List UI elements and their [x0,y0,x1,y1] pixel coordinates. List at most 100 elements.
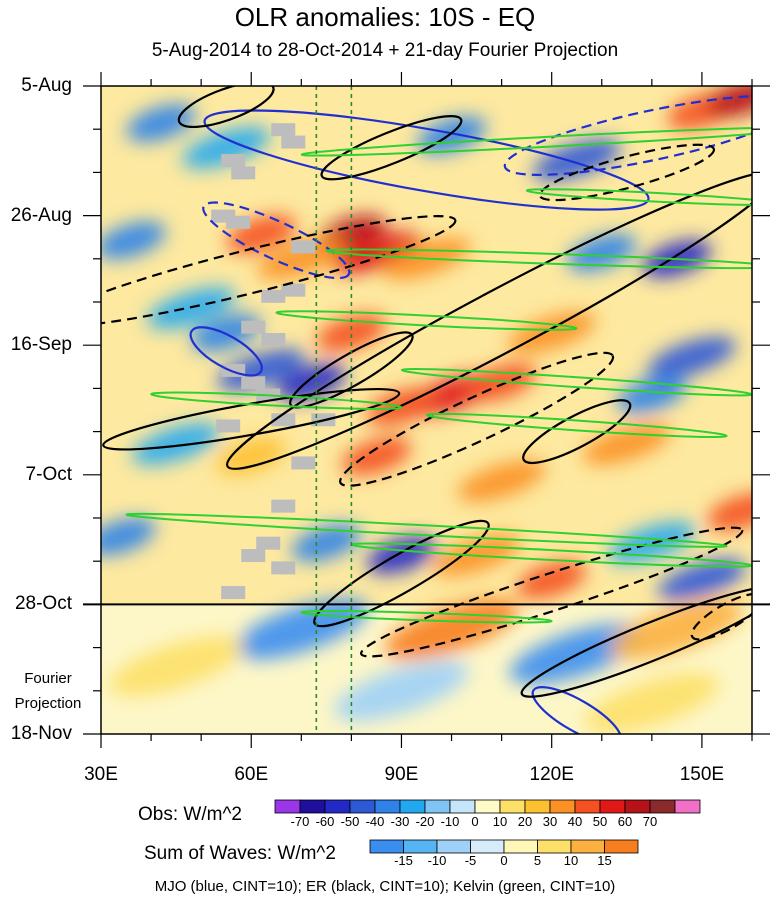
kelvin-contour [425,412,728,439]
obs-colorbar-tick-label: 0 [471,814,479,829]
plot-frame [100,85,753,735]
mjo-contour [203,109,650,211]
obs-colorbar-tick-label: 70 [642,814,658,829]
projection-note-line1: Fourier [24,670,72,687]
waves-colorbar-tick-label: 5 [533,853,542,868]
projection-note-line2: Projection [14,695,82,712]
obs-colorbar-swatch [474,799,501,814]
y-tick-label: 7-Oct [25,463,72,485]
obs-colorbar-swatch [324,799,351,814]
obs-colorbar-tick-label: -20 [415,814,435,829]
obs-colorbar-tick-label: 60 [617,814,633,829]
missing-data-cell [271,499,296,513]
anomaly-cell [384,598,519,660]
missing-data-cell [291,456,316,470]
waves-colorbar-swatch [604,839,639,854]
chart-subtitle: 5-Aug-2014 to 28-Oct-2014 + 21-day Fouri… [151,40,619,61]
missing-data-cell [271,123,296,137]
missing-data-cell [271,561,296,575]
missing-data-cell [231,166,256,180]
missing-data-cell [241,376,266,390]
anomaly-cell [657,558,746,601]
waves-colorbar-label: Sum of Waves: W/m^2 [144,843,336,864]
obs-colorbar-swatch [549,799,576,814]
er-contour [538,143,716,202]
obs-colorbar-tick-label: 50 [592,814,608,829]
kelvin-contour [525,188,752,206]
obs-colorbar-swatch [499,799,526,814]
obs-colorbar-tick-label: -60 [315,814,335,829]
waves-colorbar-tick-label: -10 [427,853,447,868]
er-contour [522,399,632,465]
waves-colorbar-swatch [503,839,538,854]
mjo-contour [531,686,622,734]
obs-colorbar-swatch [349,799,376,814]
obs-colorbar-swatch [649,799,676,814]
anomaly-cell [257,237,346,280]
missing-data-cell [281,283,306,297]
y-tick-label: 16-Sep [10,334,72,356]
kelvin-contour [150,391,403,410]
anomaly-cell [341,437,412,476]
anomaly-cell [101,221,166,260]
obs-colorbar-swatch [574,799,601,814]
er-contour [177,86,275,129]
anomaly-cell [132,423,221,465]
x-tick-label: 150E [679,764,725,785]
anomaly-cell [366,536,437,574]
missing-data-cell [216,419,241,433]
missing-data-cell [226,215,251,229]
obs-colorbar-swatch [624,799,651,814]
anomaly-cell [291,523,361,562]
anomaly-cell [584,673,719,734]
missing-data-cell [291,240,316,254]
missing-data-cell [241,320,266,334]
y-tick-label: 18-Nov [10,723,72,744]
anomaly-cell [316,314,386,352]
anomaly-cell [532,139,621,181]
anomaly-cell [517,560,587,599]
y-tick-label: 26-Aug [10,204,72,226]
kelvin-contour [325,248,752,270]
waves-colorbar-tick-label: 0 [500,853,508,868]
waves-colorbar-swatch [470,839,505,854]
waves-colorbar-tick-label: -15 [394,853,413,868]
anomaly-cell [182,126,271,169]
anomaly-cell [607,521,696,564]
waves-colorbar-swatch [436,839,471,854]
obs-colorbar-swatch [374,799,401,814]
kelvin-contour [300,126,752,157]
anomaly-cell [582,423,671,465]
missing-data-cell [256,536,281,550]
missing-data-cell [261,333,286,347]
obs-colorbar-tick-label: -30 [390,814,410,829]
anomaly-field [101,86,752,734]
kelvin-contour [125,512,728,548]
anomaly-cell [457,460,546,502]
waves-colorbar-swatch [537,839,572,854]
obs-colorbar-tick-label: -50 [340,814,360,829]
mjo-contour [202,201,351,280]
anomaly-cell [334,660,469,721]
obs-colorbar-swatch [299,799,326,814]
obs-colorbar-swatch [449,799,476,814]
obs-colorbar-tick-label: -10 [440,814,460,829]
obs-colorbar-tick-label: 10 [492,814,508,829]
y-tick-label: 28-Oct [14,593,72,615]
obs-colorbar-tick-label: 40 [567,814,583,829]
er-contour [313,519,490,628]
er-contour [320,115,463,181]
anomaly-cell [101,517,156,556]
obs-colorbar-swatch [424,799,451,814]
chart-title: OLR anomalies: 10S - EQ [234,2,536,32]
anomaly-cell [234,598,369,660]
kelvin-contour [300,610,553,624]
obs-colorbar-swatch [274,799,301,814]
mjo-contour [189,326,263,377]
waves-colorbar-tick-label: -5 [464,853,477,868]
waves-colorbar-swatch [369,839,404,854]
y-tick-label: 5-Aug [21,75,72,96]
obs-colorbar-tick-label: 30 [542,814,558,829]
er-contour [360,526,744,658]
